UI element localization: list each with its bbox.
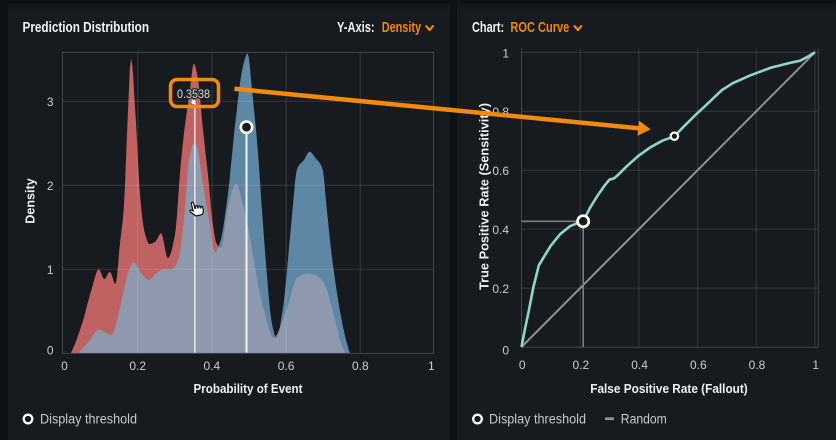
svg-text:0.6: 0.6 [278, 359, 295, 373]
svg-text:0.6: 0.6 [690, 358, 707, 372]
svg-text:0.8: 0.8 [352, 359, 369, 373]
svg-text:1: 1 [47, 263, 54, 277]
svg-text:0.8: 0.8 [749, 358, 766, 372]
svg-text:False Positive Rate (Fallout): False Positive Rate (Fallout) [590, 382, 748, 396]
svg-text:0.3538: 0.3538 [177, 87, 210, 101]
svg-text:0.2: 0.2 [129, 359, 146, 373]
svg-text:0.6: 0.6 [492, 164, 509, 178]
svg-text:3: 3 [47, 95, 54, 109]
svg-text:2: 2 [47, 179, 54, 193]
svg-text:Random: Random [621, 412, 667, 427]
svg-text:0.4: 0.4 [492, 223, 509, 237]
svg-text:Density: Density [24, 178, 38, 224]
svg-text:Chart:: Chart: [472, 20, 504, 36]
svg-text:0.4: 0.4 [204, 359, 221, 373]
svg-text:0: 0 [519, 358, 526, 372]
svg-text:0.2: 0.2 [492, 282, 509, 296]
svg-text:0: 0 [47, 344, 54, 358]
svg-text:1: 1 [812, 358, 819, 372]
svg-text:0.4: 0.4 [631, 358, 648, 372]
svg-text:Y-Axis:: Y-Axis: [337, 20, 375, 36]
svg-text:Prediction Distribution: Prediction Distribution [23, 20, 150, 36]
svg-text:Probability of Event: Probability of Event [194, 382, 304, 396]
svg-text:ROC Curve: ROC Curve [510, 20, 569, 36]
svg-text:1: 1 [502, 46, 509, 60]
svg-text:0: 0 [502, 343, 509, 357]
svg-text:0.2: 0.2 [573, 358, 590, 372]
svg-text:Density: Density [382, 20, 421, 36]
svg-text:True Positive Rate (Sensitivit: True Positive Rate (Sensitivity) [478, 103, 492, 290]
svg-text:Display threshold: Display threshold [40, 412, 137, 427]
svg-text:Display threshold: Display threshold [489, 412, 586, 427]
svg-text:0: 0 [61, 359, 68, 373]
svg-text:1: 1 [428, 359, 435, 373]
